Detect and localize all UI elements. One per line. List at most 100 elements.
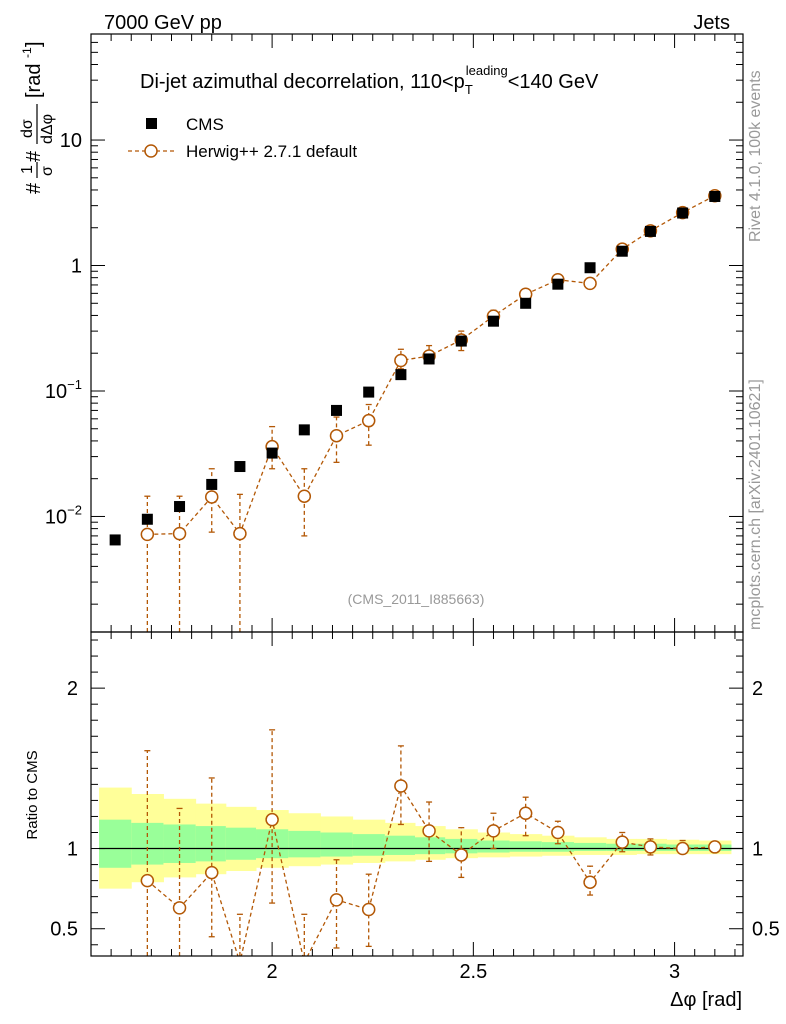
ratio-herwig-point xyxy=(518,806,533,820)
ratio-y-tick-label: 0.5 xyxy=(50,919,78,941)
header-category: Jets xyxy=(693,12,730,34)
ratio-herwig-point xyxy=(454,848,469,862)
cms-point xyxy=(584,262,596,274)
ratio-plot: 0.5 0.5 1 1 2 2 2 2.5 3 xyxy=(50,631,780,983)
ratio-herwig-point xyxy=(708,840,722,854)
y-tick-label: 10 xyxy=(60,130,82,152)
cms-point xyxy=(174,501,186,513)
ratio-y-tick-label-right: 0.5 xyxy=(752,919,780,941)
herwig-point xyxy=(204,490,219,504)
herwig-point xyxy=(583,276,597,291)
plot-title: Di-jet azimuthal decorrelation, 110<pTle… xyxy=(140,63,599,97)
legend-label-cms: CMS xyxy=(186,115,224,134)
cms-point xyxy=(331,404,343,416)
herwig-point xyxy=(233,526,247,541)
ratio-herwig-point xyxy=(422,824,436,838)
herwig-point xyxy=(297,489,312,503)
green-band-bin xyxy=(509,841,543,852)
ratio-herwig-point xyxy=(394,779,408,793)
header-energy: 7000 GeV pp xyxy=(104,12,222,34)
ratio-axis-ticks: 0.5 0.5 1 1 2 2 2 2.5 3 xyxy=(50,632,780,983)
cms-point xyxy=(487,315,499,327)
green-band-bin xyxy=(288,830,321,858)
ratio-herwig-point xyxy=(551,825,565,840)
legend-marker-herwig xyxy=(144,144,158,158)
y-tick-label: 10−2 xyxy=(45,502,82,528)
cms-point xyxy=(520,297,532,309)
cms-point xyxy=(234,461,246,473)
cms-point xyxy=(709,190,721,202)
cms-point xyxy=(395,369,407,381)
plot-title-sup: leading xyxy=(466,63,508,78)
green-band-bin xyxy=(541,842,575,852)
y-tick-label-exp: −2 xyxy=(67,502,82,517)
green-band-bin xyxy=(573,842,607,851)
cms-point xyxy=(552,278,564,290)
ratio-plot-frame xyxy=(90,631,744,957)
ratio-herwig-point xyxy=(172,901,187,915)
cms-point xyxy=(423,353,435,365)
ratio-y-tick-label: 1 xyxy=(67,839,78,861)
main-y-axis-label: # 1 σ # dσ dΔφ [rad -1 ] xyxy=(19,41,56,194)
ylabel-hash-1: # xyxy=(23,182,45,194)
ratio-herwig-point xyxy=(675,841,690,856)
cms-point xyxy=(455,335,467,347)
ratio-herwig-point xyxy=(302,955,307,956)
herwig-point xyxy=(394,353,408,368)
legend-marker-cms xyxy=(146,118,157,129)
cms-point xyxy=(616,245,628,257)
plot-title-main: Di-jet azimuthal decorrelation, 110<p xyxy=(140,71,465,93)
ratio-herwig-point xyxy=(329,893,344,907)
ratio-herwig-point xyxy=(237,955,243,956)
ratio-herwig-point xyxy=(486,824,501,838)
cms-point xyxy=(206,478,218,490)
analysis-id: (CMS_2011_I885663) xyxy=(348,591,485,607)
ratio-y-tick-label-right: 1 xyxy=(752,839,763,861)
herwig-point xyxy=(361,413,376,428)
green-band-bin xyxy=(320,832,354,857)
cms-point xyxy=(266,447,278,459)
herwig-point xyxy=(140,527,155,542)
ratio-uncertainty-bands xyxy=(99,787,732,889)
ylabel-unit-sup: -1 xyxy=(20,47,34,58)
ylabel-den-2: dΔφ xyxy=(39,114,56,144)
ylabel-unit: [rad xyxy=(23,64,45,98)
mcplots-reference-text: mcplots.cern.ch [arXiv:2401.10621] xyxy=(747,379,764,630)
x-tick-label: 2 xyxy=(267,961,278,983)
ylabel-num-1: 1 xyxy=(19,165,36,174)
cms-point xyxy=(644,225,656,237)
ylabel-num-2: dσ xyxy=(19,119,36,138)
herwig-line xyxy=(147,195,716,536)
x-tick-label: 2.5 xyxy=(459,961,487,983)
green-band-bin xyxy=(384,835,416,855)
ratio-y-tick-label: 2 xyxy=(67,678,78,700)
ratio-herwig-point xyxy=(265,812,279,827)
ratio-y-axis-label: Ratio to CMS xyxy=(24,750,41,839)
ratio-herwig-series xyxy=(140,729,722,956)
y-tick-label-base: 10 xyxy=(45,506,67,528)
legend-label-herwig: Herwig++ 2.7.1 default xyxy=(186,142,357,161)
green-band-bin xyxy=(195,826,227,862)
ratio-herwig-point xyxy=(361,902,376,917)
herwig-point xyxy=(172,526,187,541)
y-tick-label-base: 10 xyxy=(45,381,67,403)
ratio-herwig-point xyxy=(140,873,155,888)
ratio-herwig-point xyxy=(204,865,219,880)
y-tick-label-exp: −1 xyxy=(67,377,82,392)
plot-title-sub: T xyxy=(465,82,473,97)
cms-series xyxy=(109,190,721,546)
ratio-y-tick-label-right: 2 xyxy=(752,678,763,700)
herwig-point xyxy=(329,428,344,443)
ratio-herwig-point xyxy=(615,835,630,849)
x-tick-label: 3 xyxy=(669,961,680,983)
cms-point xyxy=(141,513,153,525)
ylabel-den-1: σ xyxy=(39,166,56,176)
rivet-version-text: Rivet 4.1.0, 100k events xyxy=(747,70,764,242)
cms-point xyxy=(298,424,310,436)
ratio-herwig-point xyxy=(583,875,597,889)
green-band-bin xyxy=(414,837,446,855)
herwig-series xyxy=(140,188,722,632)
